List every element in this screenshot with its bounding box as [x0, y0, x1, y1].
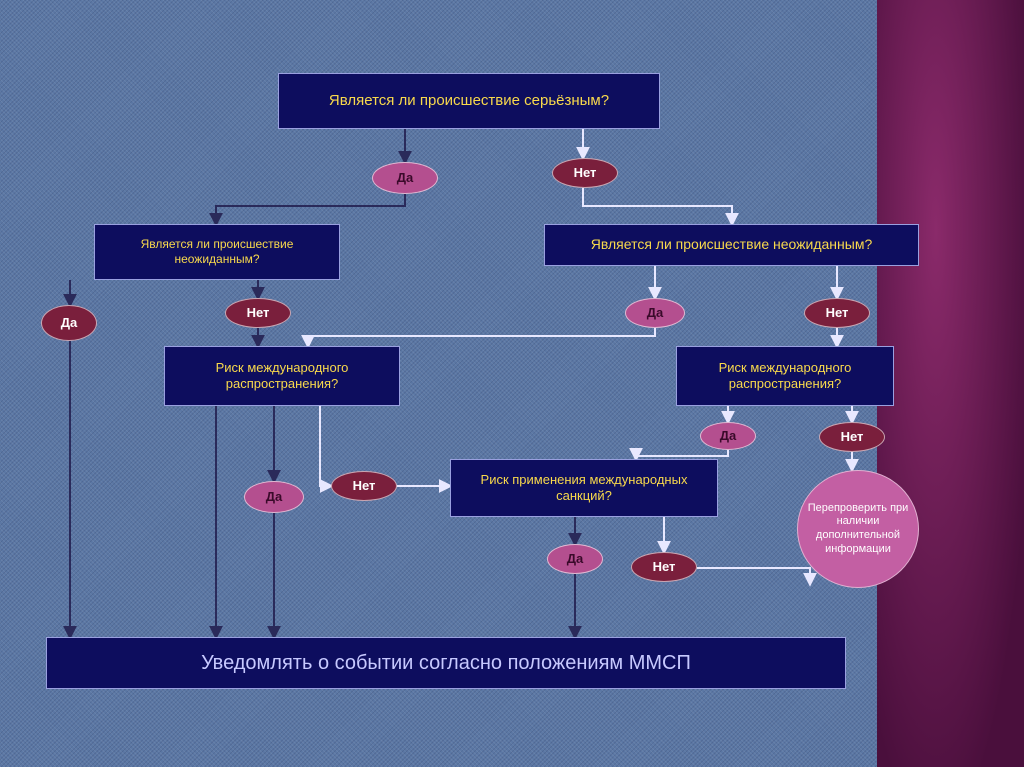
node-q-unexpected-right: Является ли происшествие неожиданным? — [544, 224, 919, 266]
node-label: Перепроверить при наличии дополнительной… — [804, 502, 912, 557]
pill-no: Нет — [804, 298, 870, 328]
node-label: Риск международного распространения? — [175, 360, 389, 393]
node-q-intl-spread-right: Риск международного распространения? — [676, 346, 894, 406]
node-q-sanctions: Риск применения международных санкций? — [450, 459, 718, 517]
background-side-strip — [877, 0, 1024, 767]
pill-label: Нет — [841, 429, 864, 445]
node-recheck-info: Перепроверить при наличии дополнительной… — [797, 470, 919, 588]
pill-label: Да — [266, 489, 283, 505]
pill-label: Нет — [826, 305, 849, 321]
pill-yes: Да — [625, 298, 685, 328]
pill-label: Да — [567, 551, 584, 567]
pill-label: Да — [647, 305, 664, 321]
flowchart-stage: Является ли происшествие серьёзным? Явля… — [0, 0, 1024, 767]
node-label: Риск международного распространения? — [687, 360, 883, 393]
pill-yes: Да — [700, 422, 756, 450]
node-final-notify: Уведомлять о событии согласно положениям… — [46, 637, 846, 689]
node-label: Является ли происшествие неожиданным? — [591, 236, 872, 254]
node-q-intl-spread-left: Риск международного распространения? — [164, 346, 400, 406]
pill-yes: Да — [244, 481, 304, 513]
pill-no: Нет — [225, 298, 291, 328]
node-q-unexpected-left: Является ли происшествие неожиданным? — [94, 224, 340, 280]
pill-label: Да — [61, 315, 78, 331]
pill-label: Нет — [247, 305, 270, 321]
pill-label: Да — [720, 428, 737, 444]
node-label: Уведомлять о событии согласно положениям… — [201, 651, 691, 676]
pill-no: Нет — [552, 158, 618, 188]
pill-no: Нет — [331, 471, 397, 501]
pill-no: Нет — [819, 422, 885, 452]
node-label: Риск применения международных санкций? — [461, 472, 707, 505]
pill-label: Нет — [653, 559, 676, 575]
pill-label: Нет — [353, 478, 376, 494]
pill-yes: Да — [372, 162, 438, 194]
node-q-serious: Является ли происшествие серьёзным? — [278, 73, 660, 129]
pill-label: Да — [397, 170, 414, 186]
pill-yes: Да — [41, 305, 97, 341]
pill-yes: Да — [547, 544, 603, 574]
node-label: Является ли происшествие серьёзным? — [329, 92, 609, 111]
pill-label: Нет — [574, 165, 597, 181]
pill-no: Нет — [631, 552, 697, 582]
node-label: Является ли происшествие неожиданным? — [105, 237, 329, 267]
